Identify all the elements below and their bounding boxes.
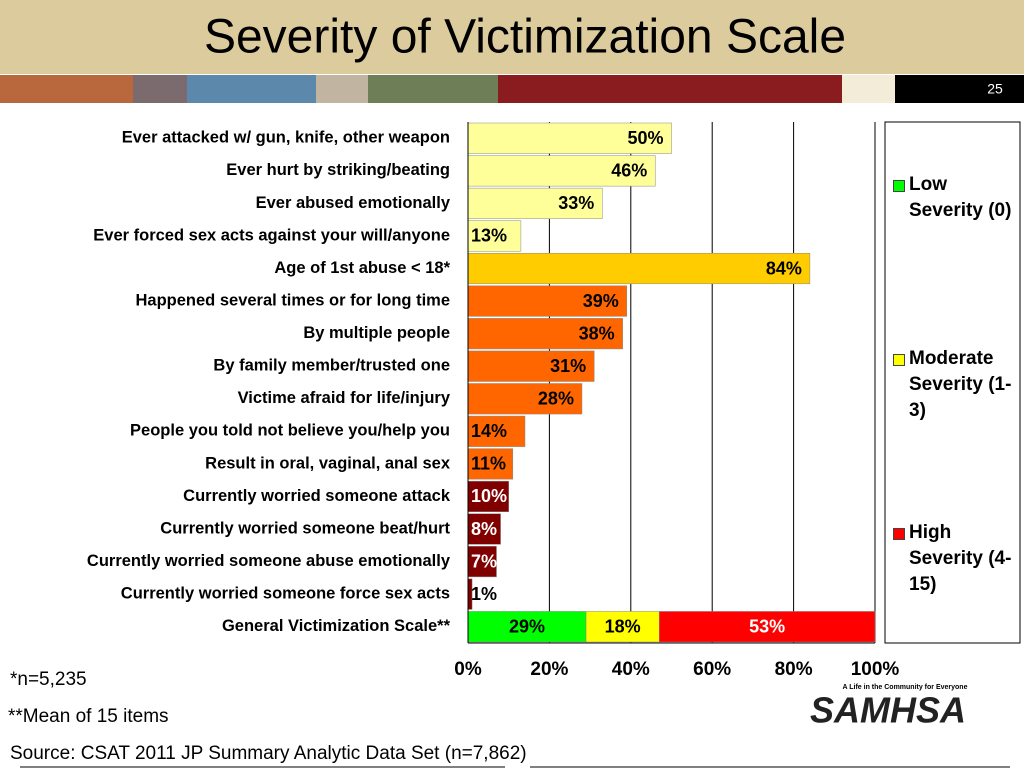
x-tick-label: 40% (612, 659, 650, 680)
bar (467, 480, 509, 512)
value-label: 38% (579, 323, 615, 343)
value-label: 13% (471, 226, 507, 246)
bar (467, 318, 623, 350)
value-label: 28% (538, 389, 574, 409)
bar (467, 253, 811, 285)
y-tick-label: Currently worried someone abuse emotiona… (87, 552, 451, 570)
stripe (0, 75, 133, 103)
legend-swatch (893, 528, 905, 540)
legend-label: Low Severity (0) (909, 174, 1012, 221)
value-label: 84% (766, 258, 802, 278)
y-tick-label: Currently worried someone force sex acts (121, 585, 450, 603)
value-label: 29% (509, 616, 545, 636)
bar-segment (659, 611, 876, 643)
slide-title: Severity of Victimization Scale (204, 11, 846, 64)
value-label: 18% (605, 616, 641, 636)
y-tick-label: Ever hurt by striking/beating (226, 161, 450, 179)
x-tick-label: 60% (693, 659, 731, 680)
value-label: 33% (558, 193, 594, 213)
bar (467, 383, 583, 415)
value-label: 53% (749, 616, 785, 636)
stripe (316, 75, 368, 103)
legend-item: High Severity (4-15) (893, 520, 1018, 598)
legend-item: Low Severity (0) (893, 172, 1018, 224)
x-tick-label: 20% (530, 659, 568, 680)
source: Source: CSAT 2011 JP Summary Analytic Da… (10, 743, 527, 764)
y-tick-label: By multiple people (303, 324, 450, 342)
legend-label: Moderate Severity (1-3) (909, 348, 1012, 421)
legend-swatch (893, 180, 905, 192)
y-tick-label: Victime afraid for life/injury (238, 389, 451, 407)
value-label: 14% (471, 421, 507, 441)
logo-tagline: A Life in the Community for Everyone (843, 684, 968, 691)
y-tick-label: Result in oral, vaginal, anal sex (205, 454, 451, 472)
bar (467, 122, 672, 154)
y-tick-label: Age of 1st abuse < 18* (274, 259, 450, 277)
y-tick-label: General Victimization Scale** (222, 617, 451, 635)
legend-box (884, 121, 1021, 644)
note: *n=5,235 (10, 669, 87, 690)
bar (467, 546, 497, 578)
y-tick-label: Currently worried someone beat/hurt (160, 519, 450, 537)
value-label: 50% (627, 128, 663, 148)
stripe (498, 75, 842, 103)
x-tick-label: 0% (454, 659, 482, 680)
bar (467, 513, 501, 545)
value-label: 39% (583, 291, 619, 311)
y-tick-label: Currently worried someone attack (183, 487, 451, 505)
y-tick-label: By family member/trusted one (213, 357, 450, 375)
y-tick-label: Happened several times or for long time (136, 291, 451, 309)
value-label: 31% (550, 356, 586, 376)
stripe (842, 75, 895, 103)
value-label: 11% (471, 454, 506, 474)
stripe (133, 75, 187, 103)
legend-swatch (893, 354, 905, 366)
bar-segment (585, 611, 660, 643)
value-label: 46% (611, 161, 647, 181)
y-tick-label: Ever attacked w/ gun, knife, other weapo… (122, 129, 450, 147)
note: **Mean of 15 items (8, 706, 169, 727)
value-label: 7% (471, 551, 497, 571)
x-tick-label: 80% (775, 659, 813, 680)
stripe (895, 75, 1024, 103)
x-tick-label: 100% (851, 659, 900, 680)
bar (467, 448, 514, 480)
y-tick-label: Ever abused emotionally (256, 194, 451, 212)
bar (467, 350, 595, 382)
value-label: 10% (471, 486, 507, 506)
y-tick-label: Ever forced sex acts against your will/a… (93, 226, 450, 244)
bar (467, 285, 627, 317)
bar (467, 155, 656, 187)
stripe (368, 75, 498, 103)
title-band (0, 0, 1024, 74)
logo: SAMHSA (810, 690, 966, 731)
bar-segment (467, 611, 587, 643)
stripe (187, 75, 316, 103)
page-number: 25 (987, 81, 1003, 97)
y-tick-label: People you told not believe you/help you (130, 422, 450, 440)
legend-label: High Severity (4-15) (909, 522, 1012, 595)
legend-item: Moderate Severity (1-3) (893, 346, 1018, 424)
value-label: 1% (471, 584, 497, 604)
value-label: 8% (471, 519, 497, 539)
